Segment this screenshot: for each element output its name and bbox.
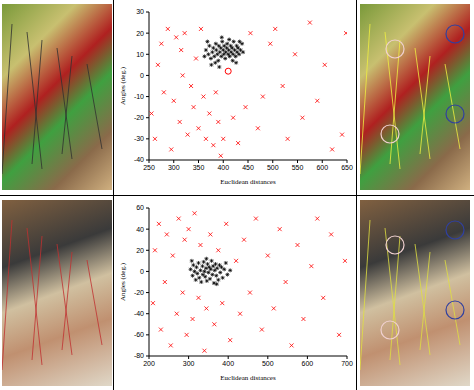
svg-text:600: 600 bbox=[316, 164, 328, 171]
svg-text:20: 20 bbox=[136, 247, 144, 254]
svg-text:0: 0 bbox=[140, 268, 144, 275]
svg-text:-80: -80 bbox=[134, 352, 144, 359]
svg-text:550: 550 bbox=[292, 164, 304, 171]
svg-text:650: 650 bbox=[341, 164, 353, 171]
svg-text:-20: -20 bbox=[134, 114, 144, 121]
svg-text:200: 200 bbox=[143, 360, 155, 367]
svg-text:450: 450 bbox=[242, 164, 254, 171]
svg-text:10: 10 bbox=[136, 51, 144, 58]
svg-text:300: 300 bbox=[168, 164, 180, 171]
svg-text:-60: -60 bbox=[134, 331, 144, 338]
svg-text:-40: -40 bbox=[134, 310, 144, 317]
svg-text:Euclidean distances: Euclidean distances bbox=[220, 178, 276, 186]
svg-text:20: 20 bbox=[136, 30, 144, 37]
svg-text:-10: -10 bbox=[134, 93, 144, 100]
svg-text:40: 40 bbox=[136, 226, 144, 233]
svg-text:500: 500 bbox=[262, 360, 274, 367]
svg-text:Angles (deg.): Angles (deg.) bbox=[119, 66, 127, 105]
svg-text:300: 300 bbox=[183, 360, 195, 367]
svg-text:500: 500 bbox=[267, 164, 279, 171]
svg-text:700: 700 bbox=[341, 360, 353, 367]
svg-text:250: 250 bbox=[143, 164, 155, 171]
svg-text:-30: -30 bbox=[134, 135, 144, 142]
svg-text:400: 400 bbox=[222, 360, 234, 367]
svg-text:Euclidean distances: Euclidean distances bbox=[220, 374, 276, 382]
svg-text:600: 600 bbox=[302, 360, 314, 367]
svg-text:-40: -40 bbox=[134, 156, 144, 163]
svg-text:Angles (deg.): Angles (deg.) bbox=[119, 262, 127, 301]
svg-text:350: 350 bbox=[193, 164, 205, 171]
svg-text:60: 60 bbox=[136, 204, 144, 211]
svg-text:400: 400 bbox=[217, 164, 229, 171]
svg-text:-20: -20 bbox=[134, 289, 144, 296]
svg-text:0: 0 bbox=[140, 72, 144, 79]
svg-text:30: 30 bbox=[136, 8, 144, 15]
